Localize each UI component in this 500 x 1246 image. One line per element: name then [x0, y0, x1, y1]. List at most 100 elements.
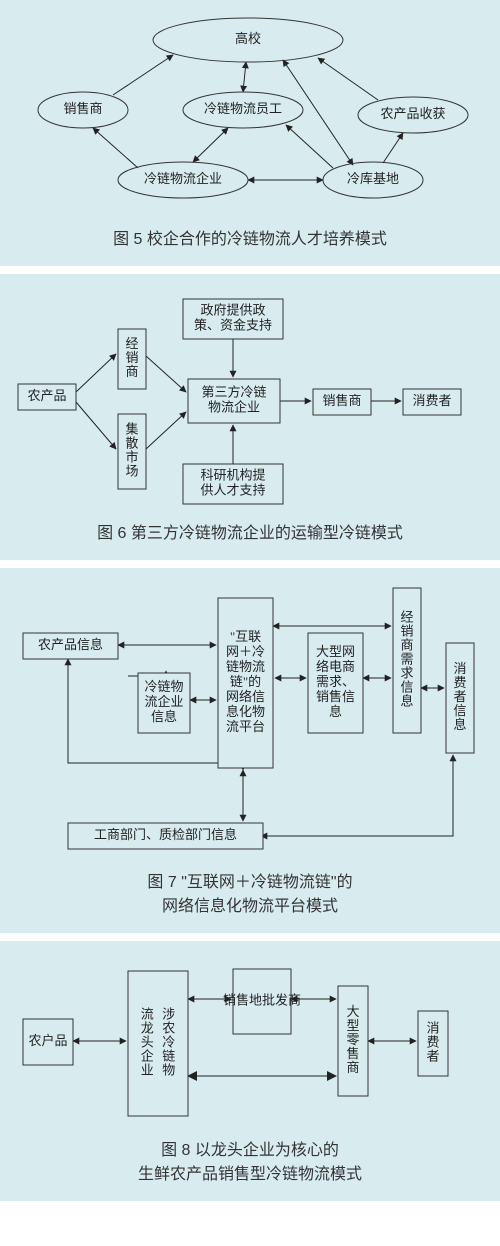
edge [261, 755, 453, 836]
node-dealinfo-label: 需 [400, 651, 413, 666]
node-consum-label: 者 [426, 1048, 439, 1063]
node-ecomm-label: 息 [329, 704, 342, 719]
node-consinfo-label: 信 [453, 703, 466, 718]
edge [146, 356, 186, 392]
node-dealinfo-label: 销 [400, 623, 413, 638]
node-consum-label: 费 [426, 1034, 439, 1049]
fig7-svg: 农产品信息冷链物流企业信息"互联网＋冷链物流链"的网络信息化物流平台大型网络电商… [8, 578, 488, 863]
node-ecomm-label: 大型网 [316, 644, 355, 659]
node-dealer-label: 销 [125, 350, 138, 365]
fig8-caption-l1: 图 8 以龙头企业为核心的 [8, 1139, 492, 1163]
node-gov-label: 策、资金支持 [194, 317, 272, 332]
node-corp-label: 冷链物流企业 [144, 171, 222, 186]
node-gov-label: 政府提供政 [200, 302, 265, 317]
node-dealinfo-label: 经 [400, 609, 413, 624]
node-dealinfo-label: 息 [400, 693, 413, 708]
fig7-caption-l1: 图 7 "互联网＋冷链物流链"的 [8, 871, 492, 895]
node-platform-label: 网＋冷 [226, 644, 265, 659]
edge [318, 58, 378, 100]
node-dealinfo-label: 商 [400, 637, 413, 652]
node-retail-label: 售 [346, 1046, 359, 1061]
node-harv-label: 农产品收获 [380, 106, 445, 121]
edge [76, 354, 116, 392]
edge [193, 128, 228, 162]
node-platform-label: 流平台 [226, 719, 265, 734]
node-platform-label: 链"的 [230, 674, 261, 689]
node-rsrch-label: 科研机构提 [200, 467, 265, 482]
node-govdept-label: 工商部门、质检部门信息 [94, 827, 237, 842]
node-retail-label: 商 [346, 1060, 359, 1075]
node-consum-label: 消 [426, 1020, 439, 1035]
node-platform-label: 链物流 [226, 659, 265, 674]
node-thirdp-label: 物流企业 [208, 399, 260, 414]
node-staff-label: 冷链物流员工 [204, 101, 282, 116]
node-leader [128, 971, 188, 1116]
node-market-label: 散 [125, 435, 138, 450]
node-ecomm-label: 销售信 [316, 689, 355, 704]
fig6-caption: 图 6 第三方冷链物流企业的运输型冷链模式 [8, 522, 492, 546]
node-base-label: 冷库基地 [347, 171, 399, 186]
node-consinfo-label: 息 [453, 717, 466, 732]
node-consinfo-label: 者 [453, 689, 466, 704]
node-consinfo-label: 费 [453, 675, 466, 690]
node-leader-label: 冷 [162, 1034, 175, 1049]
edge [93, 128, 138, 168]
edge [383, 133, 403, 163]
node-dealer-label: 经 [125, 336, 138, 351]
node-consinfo-label: 消 [453, 661, 466, 676]
node-corpinfo-label: 冷链物 [144, 679, 183, 694]
fig6-svg: 农产品 经销商集散市场 政府提供政策、资金支持第三方冷链物流企业科研机构提供人才支持… [8, 284, 488, 514]
node-leader-label: 龙 [141, 1020, 154, 1035]
node-leader-label: 涉 [162, 1006, 175, 1021]
fig8-svg: 农户品 涉农冷链物 流龙头企业 销售地批发商大型零售商 消费者 [8, 951, 488, 1131]
node-leader-label: 链 [162, 1048, 175, 1063]
edge [286, 125, 333, 168]
node-leader-label: 农 [162, 1020, 175, 1035]
edge [146, 412, 186, 449]
node-dealer-label: 商 [125, 364, 138, 379]
node-agri-label: 农产品 [27, 388, 66, 403]
node-dealinfo-label: 求 [400, 665, 413, 680]
figure-fig8: 农户品 涉农冷链物 流龙头企业 销售地批发商大型零售商 消费者图 8 以龙头企业为核心的… [0, 941, 500, 1201]
node-univ-label: 高校 [235, 31, 261, 46]
node-thirdp-label: 第三方冷链 [201, 384, 266, 399]
node-leader-label: 头 [141, 1034, 154, 1049]
edge [243, 62, 246, 92]
node-ecomm-label: 络电商 [316, 659, 355, 674]
node-platform-label: "互联 [230, 629, 261, 644]
node-leader-label: 流 [141, 1006, 154, 1021]
edge [113, 55, 173, 95]
fig8-caption: 图 8 以龙头企业为核心的生鲜农产品销售型冷链物流模式 [8, 1139, 492, 1187]
node-corpinfo-label: 流企业 [144, 694, 183, 709]
node-leader-label: 企 [141, 1048, 154, 1063]
node-wholesale-label: 销售地批发商 [223, 992, 301, 1007]
node-farm-label: 农户品 [28, 1033, 67, 1048]
node-market-label: 市 [125, 449, 138, 464]
node-rsrch-label: 供人才支持 [200, 482, 265, 497]
fig5-caption: 图 5 校企合作的冷链物流人才培养模式 [8, 228, 492, 252]
node-seller-label: 销售商 [63, 101, 102, 116]
figure-fig6: 农产品 经销商集散市场 政府提供政策、资金支持第三方冷链物流企业科研机构提供人才支持… [0, 274, 500, 560]
fig7-caption-l2: 网络信息化物流平台模式 [8, 895, 492, 919]
node-retail-label: 型 [346, 1018, 359, 1033]
node-dealinfo-label: 信 [400, 679, 413, 694]
node-agriinfo-label: 农产品信息 [38, 637, 103, 652]
fig7-caption: 图 7 "互联网＋冷链物流链"的网络信息化物流平台模式 [8, 871, 492, 919]
fig8-caption-l2: 生鲜农产品销售型冷链物流模式 [8, 1163, 492, 1187]
fig5-svg: 高校销售商 冷链物流员工 农产品收获冷链物流企业 冷库基地 [8, 10, 488, 220]
edge [76, 402, 116, 449]
node-seller-label: 销售商 [322, 393, 361, 408]
node-market-label: 集 [125, 421, 138, 436]
node-leader-label: 业 [141, 1062, 154, 1077]
node-consum-label: 消费者 [412, 393, 451, 408]
node-platform-label: 网络信 [226, 689, 265, 704]
figure-fig7: 农产品信息冷链物流企业信息"互联网＋冷链物流链"的网络信息化物流平台大型网络电商… [0, 568, 500, 933]
figure-fig5: 高校销售商 冷链物流员工 农产品收获冷链物流企业 冷库基地图 5 校企合作的冷链物流人… [0, 0, 500, 266]
node-retail-label: 零 [346, 1032, 359, 1047]
node-ecomm-label: 需求、 [316, 674, 355, 689]
node-market-label: 场 [125, 463, 138, 478]
node-corpinfo-label: 信息 [151, 709, 177, 724]
node-leader-label: 物 [162, 1062, 175, 1077]
node-retail-label: 大 [346, 1004, 359, 1019]
node-platform-label: 息化物 [226, 704, 265, 719]
